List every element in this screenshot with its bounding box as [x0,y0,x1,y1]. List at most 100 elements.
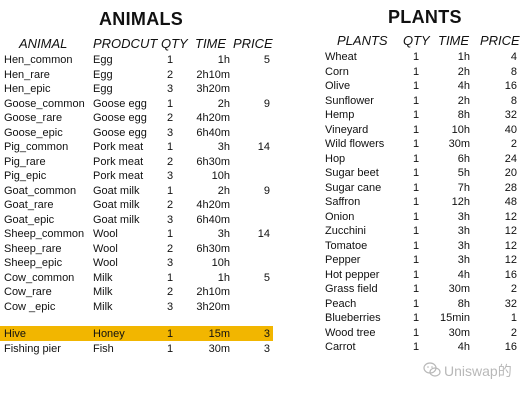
plants-header-1: QTY [403,33,430,48]
plant-qty: 1 [412,152,420,165]
animal-time: 1h [217,54,230,66]
animal-qty: 2 [166,199,174,211]
plant-name: Wheat [325,51,357,63]
plant-name: Carrot [325,341,356,353]
animal-time: 2h10m [196,68,230,81]
animals-header-1: PRODCUT [93,36,158,51]
plant-time: 3h [457,210,470,223]
plant-time: 15min [440,312,470,324]
animal-name: Goat_rare [4,199,54,211]
animals-header-2: QTY [161,36,188,51]
plant-time: 3h [457,254,470,266]
animal-name: Goose_rare [4,112,63,124]
animal-name: Cow_common [4,271,75,284]
animal-qty: 1 [166,228,174,240]
animal-qty: 3 [166,213,174,226]
animal-time: 30m [208,343,230,355]
plant-qty: 1 [412,123,420,136]
animal-product: Goose egg [93,112,147,124]
plant-time: 30m [448,326,470,339]
animal-name: Goat_common [4,184,77,197]
animal-product: Goat milk [93,184,140,197]
animal-qty: 1 [166,343,174,355]
animal-time: 4h20m [196,199,230,211]
animal-product: Wool [93,228,118,240]
animal-product: Wool [93,242,118,255]
animal-name: Sheep_common [4,228,85,240]
animal-price: 3 [263,343,270,355]
animal-time: 3h20m [196,83,230,95]
animal-product: Pork meat [93,155,144,168]
animal-product: Goat milk [93,213,140,226]
plant-name: Sugar cane [325,181,382,194]
plant-name: Vineyard [325,123,369,136]
plant-time: 4h [457,268,470,281]
animal-product: Goat milk [93,199,140,211]
animal-price: 14 [257,141,270,153]
plant-name: Blueberries [325,312,381,324]
animal-name: Goose_epic [4,126,63,139]
animals-header-0: ANIMAL [19,36,68,51]
plant-name: Pepper [325,254,361,266]
plant-qty: 1 [412,80,420,92]
animal-time: 6h40m [196,126,230,139]
animal-price: 14 [257,228,270,240]
plant-name: Wild flowers [325,138,385,150]
animal-qty: 3 [166,300,174,313]
animal-time: 6h40m [196,213,230,226]
plant-qty: 1 [412,268,420,281]
plant-price: 40 [504,123,517,136]
plant-price: 16 [504,341,517,353]
animals-header-4: PRICE [233,36,273,51]
animal-time: 3h20m [196,300,230,313]
plant-name: Corn [325,65,349,78]
animal-time: 2h [217,184,230,197]
animal-qty: 3 [166,83,174,95]
animal-qty: 1 [166,54,174,66]
animal-name: Hen_common [4,54,73,66]
plant-qty: 1 [412,109,420,121]
animal-name: Hen_epic [4,83,51,95]
plant-name: Grass field [325,283,378,295]
plant-qty: 1 [412,94,420,107]
plant-qty: 1 [412,181,420,194]
animal-product: Wool [93,257,118,269]
animal-name: Pig_rare [4,155,46,168]
animal-qty: 3 [166,126,174,139]
animal-qty: 3 [166,170,174,182]
plant-time: 1h [457,51,470,63]
animal-qty: 2 [166,68,174,81]
plant-time: 3h [457,225,470,237]
animals-title: ANIMALS [99,9,184,29]
animal-product: Pork meat [93,170,144,182]
plant-qty: 1 [412,51,420,63]
plant-price: 32 [504,297,517,310]
animal-product: Milk [93,271,113,284]
plant-qty: 1 [412,225,420,237]
animal-product: Honey [93,328,125,340]
plant-qty: 1 [412,210,420,223]
plant-price: 2 [510,283,517,295]
animal-qty: 1 [166,97,174,110]
plant-time: 4h [457,80,470,92]
plant-name: Hemp [325,109,355,121]
plant-qty: 1 [412,341,420,353]
animal-time: 4h20m [196,112,230,124]
animal-time: 10h [211,170,230,182]
plant-price: 20 [504,167,517,179]
plant-time: 2h [457,94,470,107]
plant-qty: 1 [412,283,420,295]
plant-price: 24 [504,152,517,165]
animal-name: Fishing pier [4,343,61,355]
animal-name: Hive [4,328,27,340]
plant-price: 8 [510,65,517,78]
animal-time: 3h [217,228,230,240]
plant-price: 12 [504,239,517,252]
animal-qty: 1 [166,328,174,340]
animal-time: 6h30m [196,155,230,168]
plant-name: Sugar beet [325,167,379,179]
plant-name: Olive [325,80,351,92]
animal-time: 3h [217,141,230,153]
animal-qty: 1 [166,184,174,197]
animal-time: 2h [217,97,230,110]
